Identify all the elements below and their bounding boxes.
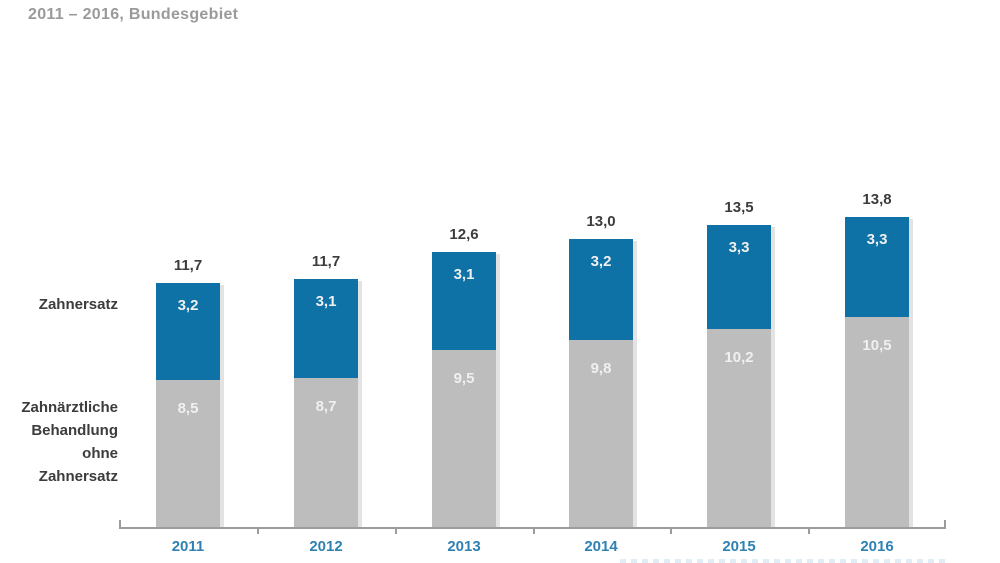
total-label-2013: 12,6 bbox=[449, 226, 479, 243]
series-label-zahnersatz: Zahnersatz bbox=[38, 296, 118, 313]
segment-value-zahnersatz-2011: 3,2 bbox=[177, 297, 199, 314]
bar-group-2011: 3,2 8,5 bbox=[156, 283, 224, 527]
cropped-caption-remnant bbox=[620, 559, 950, 563]
segment-value-behandlung-2012: 8,7 bbox=[315, 398, 337, 415]
series-label-behandlung: Zahnärztliche Behandlung ohne Zahnersatz bbox=[0, 396, 118, 488]
bar-group-2014: 3,2 9,8 bbox=[569, 239, 637, 527]
bar-group-2016: 3,3 10,5 bbox=[845, 217, 913, 527]
series-label-behandlung-line2: Behandlung bbox=[31, 422, 118, 439]
bar-group-2015: 3,3 10,2 bbox=[707, 225, 775, 527]
bar-segment-zahnersatz-2011: 3,2 bbox=[156, 283, 220, 380]
bar-segment-behandlung-2013: 9,5 bbox=[432, 350, 496, 527]
segment-value-zahnersatz-2016: 3,3 bbox=[866, 231, 888, 248]
segment-value-behandlung-2011: 8,5 bbox=[177, 400, 199, 417]
series-label-behandlung-line4: Zahnersatz bbox=[38, 468, 118, 485]
bar-group-2013: 3,1 9,5 bbox=[432, 252, 500, 527]
segment-value-zahnersatz-2015: 3,3 bbox=[728, 239, 750, 256]
x-axis-end-tick-2 bbox=[944, 520, 946, 528]
segment-value-behandlung-2016: 10,5 bbox=[862, 337, 892, 354]
bar-segment-zahnersatz-2013: 3,1 bbox=[432, 252, 496, 350]
x-axis-end-tick-1 bbox=[119, 520, 121, 528]
total-label-2012: 11,7 bbox=[311, 253, 341, 270]
x-axis-tick-2 bbox=[395, 529, 397, 534]
x-axis-label-2012: 2012 bbox=[309, 538, 343, 555]
x-axis-label-2016: 2016 bbox=[860, 538, 894, 555]
bar-segment-behandlung-2012: 8,7 bbox=[294, 378, 358, 527]
bar-segment-zahnersatz-2016: 3,3 bbox=[845, 217, 909, 317]
segment-value-zahnersatz-2012: 3,1 bbox=[315, 293, 337, 310]
bar-segment-zahnersatz-2012: 3,1 bbox=[294, 279, 358, 378]
x-axis-line bbox=[119, 527, 946, 529]
series-label-behandlung-line1: Zahnärztliche bbox=[21, 399, 118, 416]
bar-segment-zahnersatz-2015: 3,3 bbox=[707, 225, 771, 329]
series-label-behandlung-line3: ohne bbox=[82, 445, 118, 462]
bar-segment-behandlung-2015: 10,2 bbox=[707, 329, 771, 527]
total-label-2015: 13,5 bbox=[724, 199, 754, 216]
segment-value-behandlung-2015: 10,2 bbox=[724, 349, 754, 366]
bar-segment-behandlung-2011: 8,5 bbox=[156, 380, 220, 527]
x-axis-label-2013: 2013 bbox=[447, 538, 481, 555]
total-label-2016: 13,8 bbox=[862, 191, 892, 208]
x-axis-label-2015: 2015 bbox=[722, 538, 756, 555]
segment-value-behandlung-2013: 9,5 bbox=[453, 370, 475, 387]
segment-value-zahnersatz-2013: 3,1 bbox=[453, 266, 475, 283]
bar-segment-behandlung-2014: 9,8 bbox=[569, 340, 633, 527]
bar-segment-behandlung-2016: 10,5 bbox=[845, 317, 909, 527]
segment-value-behandlung-2014: 9,8 bbox=[590, 360, 612, 377]
chart-subtitle: 2011 – 2016, Bundesgebiet bbox=[28, 6, 239, 23]
x-axis-tick-4 bbox=[670, 529, 672, 534]
segment-value-zahnersatz-2014: 3,2 bbox=[590, 253, 612, 270]
bar-segment-zahnersatz-2014: 3,2 bbox=[569, 239, 633, 340]
x-axis-tick-1 bbox=[257, 529, 259, 534]
bar-group-2012: 3,1 8,7 bbox=[294, 279, 362, 527]
x-axis-tick-3 bbox=[533, 529, 535, 534]
x-axis-tick-5 bbox=[808, 529, 810, 534]
total-label-2014: 13,0 bbox=[586, 213, 616, 230]
x-axis-label-2011: 2011 bbox=[171, 538, 205, 555]
x-axis-label-2014: 2014 bbox=[584, 538, 618, 555]
total-label-2011: 11,7 bbox=[173, 257, 203, 274]
